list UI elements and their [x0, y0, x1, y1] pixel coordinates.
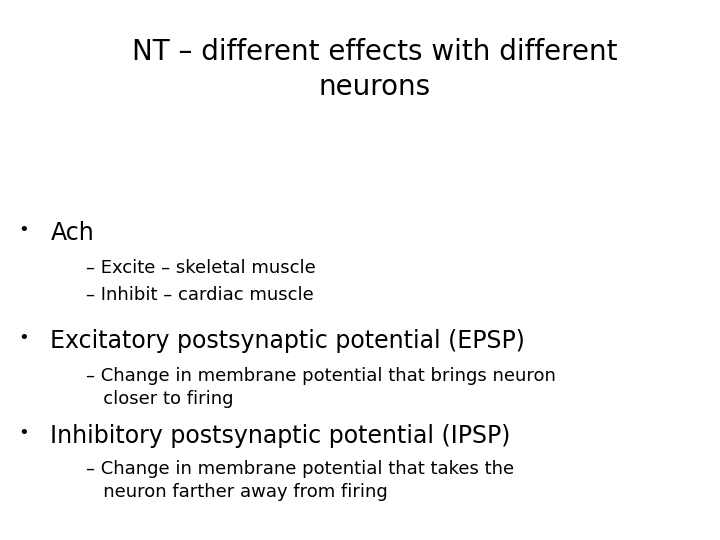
Text: – Excite – skeletal muscle: – Excite – skeletal muscle	[86, 259, 316, 277]
Text: Excitatory postsynaptic potential (EPSP): Excitatory postsynaptic potential (EPSP)	[50, 329, 526, 353]
Text: Ach: Ach	[50, 221, 94, 245]
Text: •: •	[18, 329, 29, 347]
Text: – Change in membrane potential that takes the
   neuron farther away from firing: – Change in membrane potential that take…	[86, 460, 515, 501]
Text: NT – different effects with different
neurons: NT – different effects with different ne…	[132, 38, 617, 102]
Text: •: •	[18, 424, 29, 442]
Text: Inhibitory postsynaptic potential (IPSP): Inhibitory postsynaptic potential (IPSP)	[50, 424, 510, 448]
Text: •: •	[18, 221, 29, 239]
Text: – Change in membrane potential that brings neuron
   closer to firing: – Change in membrane potential that brin…	[86, 367, 557, 408]
Text: – Inhibit – cardiac muscle: – Inhibit – cardiac muscle	[86, 286, 314, 304]
